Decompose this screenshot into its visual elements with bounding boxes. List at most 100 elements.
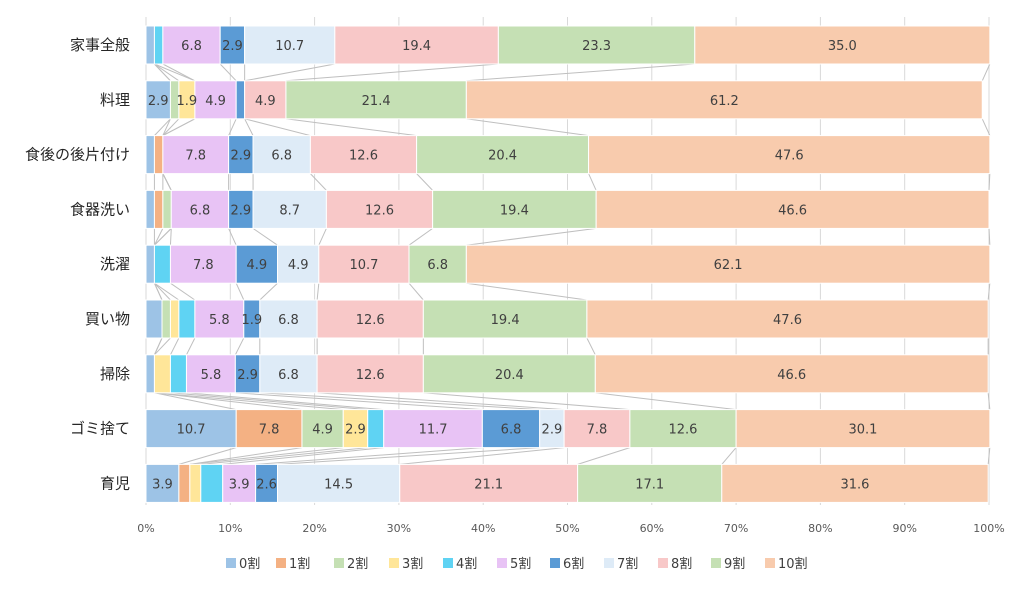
- bar-segment-6-0: [145, 354, 155, 394]
- series-line: [259, 392, 540, 411]
- series-line: [987, 447, 991, 465]
- series-line: [285, 118, 417, 137]
- bar-segment-6-5: [185, 354, 236, 394]
- series-line: [189, 447, 303, 465]
- bar-segment-4-10: [465, 244, 991, 284]
- series-line: [228, 118, 237, 136]
- category-label: 洗濯: [100, 255, 130, 273]
- legend-label: 3割: [402, 556, 423, 572]
- data-label: 12.6: [349, 149, 378, 164]
- bar-segment-2-10: [588, 135, 991, 175]
- series-line: [721, 447, 737, 465]
- bar-segment-4-4: [153, 244, 171, 284]
- series-line: [154, 282, 171, 301]
- bar-segment-5-0: [145, 299, 163, 339]
- bar-segment-4-6: [235, 244, 279, 284]
- bar-segment-0-4: [153, 25, 164, 65]
- bar-segment-8-1: [178, 463, 191, 503]
- bar-segment-7-7: [539, 409, 565, 449]
- data-label: 2.9: [542, 423, 563, 438]
- data-label: 46.6: [778, 203, 807, 218]
- bar-segment-3-9: [432, 189, 597, 229]
- legend-label: 5割: [510, 556, 531, 572]
- data-label: 19.4: [402, 39, 431, 54]
- legend: 0割 1割 2割 3割 4割 5割 6割 7割 8割 9割 10割: [226, 556, 808, 572]
- data-label: 7.8: [193, 258, 214, 273]
- bar-segment-5-3: [169, 299, 180, 339]
- bar-segment-0-0: [145, 25, 155, 65]
- legend-label: 10割: [778, 556, 808, 572]
- series-line: [154, 282, 180, 301]
- legend-swatch: [550, 558, 560, 568]
- bar-segment-7-10: [735, 409, 991, 449]
- data-label: 4.9: [205, 94, 226, 109]
- category-label: ゴミ捨て: [70, 420, 130, 438]
- data-label: 2.9: [222, 39, 243, 54]
- data-label: 10.7: [177, 423, 206, 438]
- series-line: [987, 392, 991, 410]
- series-line: [162, 118, 171, 136]
- bar-segment-8-9: [577, 463, 723, 503]
- data-label: 6.8: [181, 39, 202, 54]
- x-tick-label: 40%: [471, 522, 495, 535]
- data-label: 5.8: [209, 313, 230, 328]
- series-line: [153, 228, 164, 246]
- series-line: [408, 282, 424, 301]
- legend-swatch: [765, 558, 775, 568]
- data-label: 12.6: [356, 368, 385, 383]
- x-tick-label: 20%: [302, 522, 326, 535]
- series-line: [423, 392, 630, 411]
- legend-swatch: [226, 558, 236, 568]
- data-label: 30.1: [848, 423, 877, 438]
- bar-segment-1-10: [465, 80, 983, 120]
- series-line: [235, 282, 245, 301]
- data-label: 4.9: [247, 258, 268, 273]
- bar-segment-7-0: [145, 409, 237, 449]
- bar-segment-8-3: [189, 463, 202, 503]
- category-label: 買い物: [85, 310, 130, 328]
- data-label: 12.6: [365, 203, 394, 218]
- bar-segment-2-1: [153, 135, 164, 175]
- category-label: 料理: [100, 91, 130, 109]
- series-line: [234, 337, 245, 356]
- series-line: [154, 337, 171, 356]
- bar-segment-1-0: [145, 80, 171, 120]
- series-line: [162, 118, 180, 136]
- data-label: 17.1: [635, 477, 664, 492]
- bar-segment-6-6: [234, 354, 261, 394]
- series-line: [170, 282, 196, 301]
- data-label: 47.6: [775, 149, 804, 164]
- data-label: 4.9: [312, 423, 333, 438]
- series-line: [200, 447, 368, 465]
- data-label: 46.6: [777, 368, 806, 383]
- series-line: [154, 63, 196, 82]
- x-tick-label: 70%: [724, 522, 748, 535]
- data-label: 3.9: [229, 477, 250, 492]
- data-label: 61.2: [710, 94, 739, 109]
- series-line: [595, 392, 737, 411]
- category-label: 食器洗い: [70, 200, 130, 218]
- data-label: 1.9: [177, 94, 198, 109]
- series-line: [317, 392, 565, 411]
- legend-swatch: [711, 558, 721, 568]
- data-label: 20.4: [495, 368, 524, 383]
- series-line: [416, 173, 433, 191]
- series-line: [399, 447, 565, 465]
- series-line: [577, 447, 631, 465]
- data-label: 6.8: [278, 313, 299, 328]
- bar-segment-7-9: [629, 409, 737, 449]
- data-label: 8.7: [279, 203, 300, 218]
- series-line: [170, 337, 180, 356]
- data-label: 10.7: [275, 39, 304, 54]
- data-label: 6.8: [501, 423, 522, 438]
- data-label: 31.6: [840, 477, 869, 492]
- bar-segment-3-2: [162, 189, 172, 229]
- data-label: 23.3: [582, 39, 611, 54]
- series-line: [154, 228, 172, 246]
- legend-swatch: [604, 558, 614, 568]
- bar-segment-3-1: [153, 189, 164, 229]
- data-label: 21.1: [474, 477, 503, 492]
- series-line: [186, 337, 196, 356]
- x-tick-label: 80%: [808, 522, 832, 535]
- bar-segment-3-8: [325, 189, 434, 229]
